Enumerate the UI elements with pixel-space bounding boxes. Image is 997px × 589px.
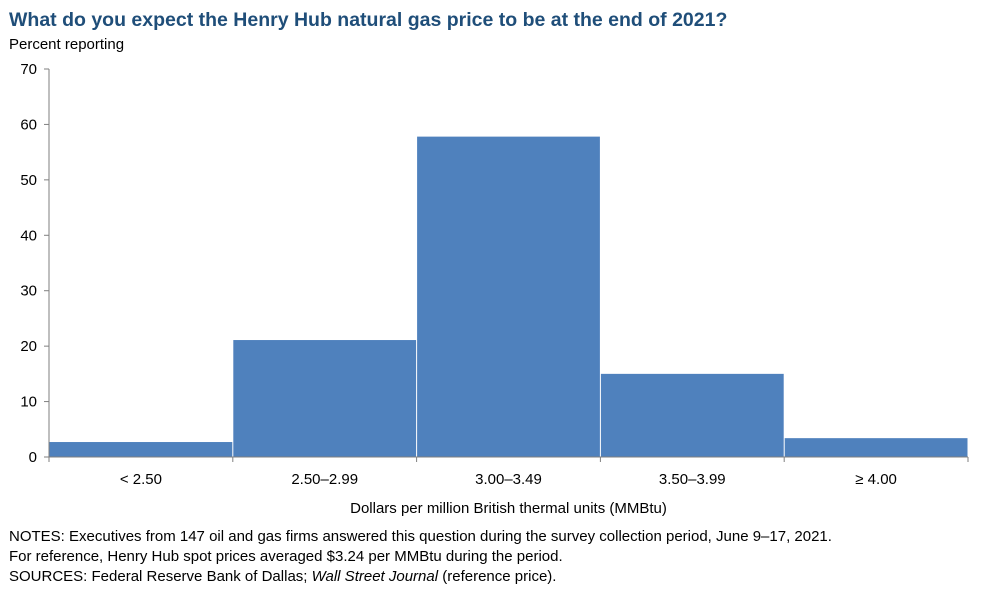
y-tick-label: 0 <box>29 449 37 466</box>
sources-prefix: SOURCES: Federal Reserve Bank of Dallas; <box>9 568 312 585</box>
x-axis-title: Dollars per million British thermal unit… <box>350 500 667 517</box>
y-tick-label: 60 <box>20 116 37 133</box>
bars <box>49 136 968 457</box>
y-tick-label: 40 <box>20 227 37 244</box>
bar <box>233 340 417 457</box>
bar <box>417 136 600 457</box>
bar <box>784 438 968 457</box>
bar-chart: 0 10 20 30 40 50 60 70 < 2.50 2.50–2.99 3.00–3.49… <box>20 61 969 517</box>
y-tick-label: 20 <box>20 338 37 355</box>
bar <box>600 373 784 457</box>
sources-italic: Wall Street Journal <box>311 568 439 585</box>
y-tick-label: 50 <box>20 172 37 189</box>
x-tick-label: 3.50–3.99 <box>659 471 726 488</box>
notes-line-2: For reference, Henry Hub spot prices ave… <box>9 548 563 565</box>
x-tick-label: 2.50–2.99 <box>291 471 358 488</box>
bar <box>49 442 233 457</box>
chart-title: What do you expect the Henry Hub natural… <box>9 9 728 31</box>
notes-line-1: NOTES: Executives from 147 oil and gas f… <box>9 528 832 545</box>
y-tick-label: 70 <box>20 61 37 78</box>
footnotes: NOTES: Executives from 147 oil and gas f… <box>9 527 832 587</box>
x-axis-ticks: < 2.50 2.50–2.99 3.00–3.49 3.50–3.99 ≥ 4.00 <box>48 457 969 488</box>
x-tick-label: ≥ 4.00 <box>855 471 897 488</box>
sources-line: SOURCES: Federal Reserve Bank of Dallas;… <box>9 567 832 587</box>
y-tick-label: 30 <box>20 283 37 300</box>
x-tick-label: < 2.50 <box>120 471 162 488</box>
x-tick-label: 3.00–3.49 <box>475 471 542 488</box>
y-tick-label: 10 <box>20 394 37 411</box>
sources-suffix: (reference price). <box>438 568 557 585</box>
y-axis-ticks: 0 10 20 30 40 50 60 70 <box>20 61 49 466</box>
y-axis-unit-label: Percent reporting <box>9 36 125 53</box>
